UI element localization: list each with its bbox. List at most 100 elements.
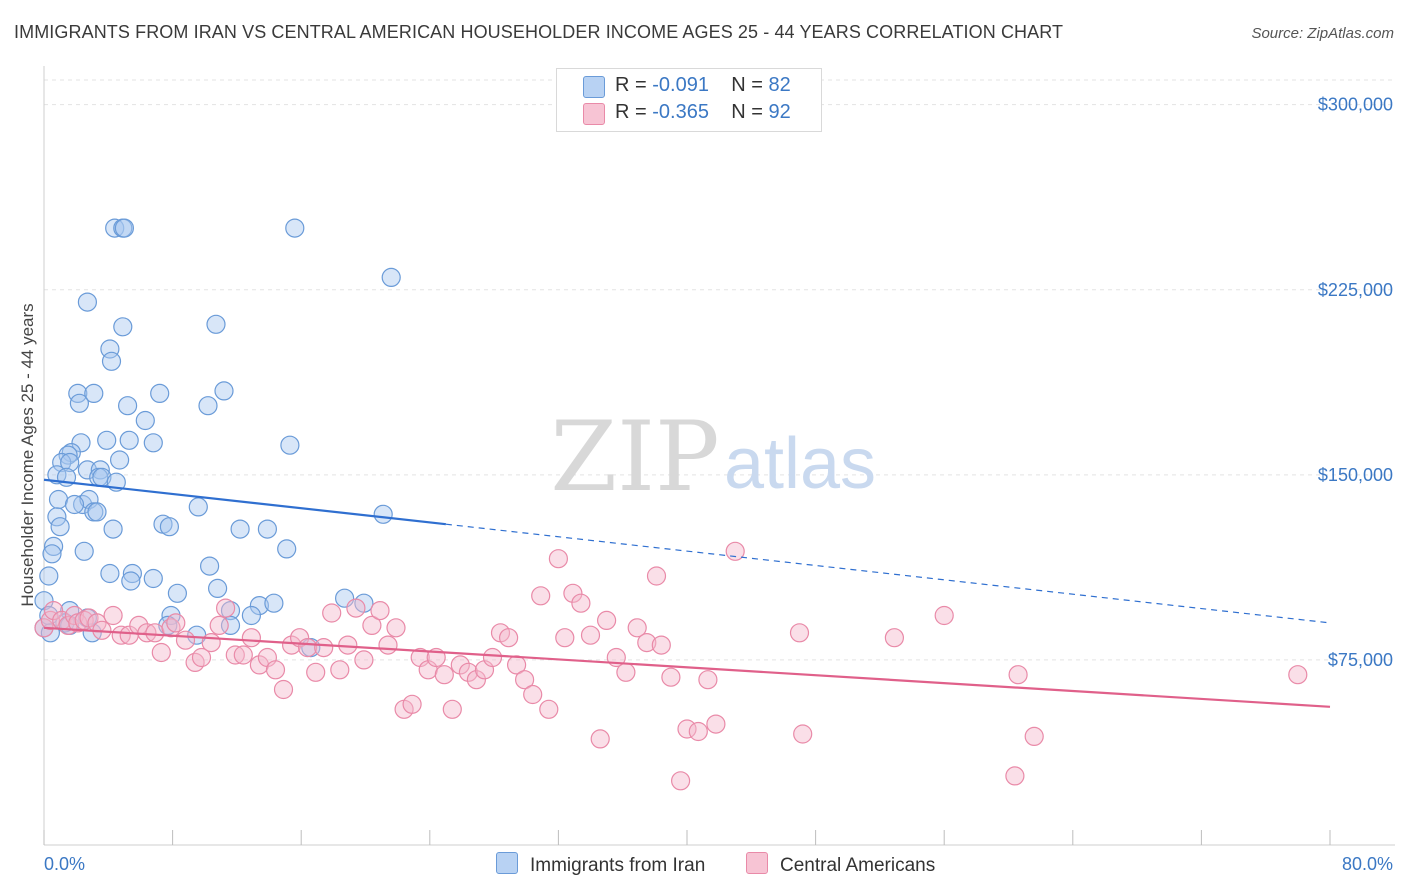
data-point-central-american bbox=[103, 605, 123, 626]
data-point-central-american bbox=[442, 699, 462, 719]
data-point-central-american bbox=[201, 632, 221, 653]
data-point-central-american bbox=[637, 632, 657, 653]
data-point-central-american bbox=[216, 598, 236, 618]
data-point-central-american bbox=[402, 694, 422, 714]
data-point-iran bbox=[208, 578, 228, 599]
data-point-iran bbox=[34, 591, 54, 611]
data-point-iran bbox=[381, 267, 401, 287]
chart-source: Source: ZipAtlas.com bbox=[1251, 25, 1394, 42]
data-point-iran bbox=[206, 314, 226, 334]
legend-r-value: -0.365 bbox=[652, 101, 709, 123]
series-central-american-points bbox=[34, 541, 1308, 791]
data-point-central-american bbox=[616, 662, 636, 682]
data-point-central-american bbox=[166, 613, 186, 633]
data-point-central-american bbox=[563, 583, 583, 603]
data-point-central-american bbox=[386, 618, 406, 638]
data-point-iran bbox=[50, 517, 70, 537]
data-point-central-american bbox=[233, 645, 253, 665]
data-point-central-american bbox=[670, 771, 691, 791]
y-tick-label: $225,000 bbox=[1318, 280, 1393, 300]
y-tick-labels: $75,000 $150,000 $225,000 $300,000 bbox=[1318, 95, 1393, 670]
data-point-iran bbox=[100, 339, 120, 359]
trend-lines bbox=[43, 478, 1331, 708]
data-point-central-american bbox=[346, 598, 366, 618]
trend-line-iran bbox=[43, 478, 446, 526]
data-point-central-american bbox=[651, 635, 671, 655]
data-point-central-american bbox=[499, 628, 519, 648]
data-point-iran bbox=[61, 443, 81, 463]
bottom-legend-central-americans: Central Americans bbox=[746, 852, 935, 877]
data-point-central-american bbox=[322, 603, 342, 623]
data-point-central-american bbox=[539, 699, 559, 719]
data-point-iran bbox=[69, 393, 90, 413]
data-point-central-american bbox=[314, 637, 334, 658]
data-point-central-american bbox=[191, 647, 212, 668]
legend-swatch-blue bbox=[583, 76, 605, 98]
data-point-central-american bbox=[514, 670, 535, 690]
data-point-iran bbox=[214, 381, 234, 401]
series-iran-points bbox=[34, 218, 401, 658]
data-point-central-american bbox=[531, 586, 551, 606]
watermark: ZIP atlas bbox=[550, 401, 876, 513]
chart-title: IMMIGRANTS FROM IRAN VS CENTRAL AMERICAN… bbox=[14, 22, 1064, 42]
data-point-iran bbox=[143, 568, 163, 589]
data-point-iran bbox=[280, 435, 300, 455]
data-point-central-american bbox=[646, 566, 667, 586]
trend-line-central-americans bbox=[43, 626, 1331, 708]
bottom-legend-label-central-americans: Central Americans bbox=[780, 855, 936, 876]
data-point-central-american bbox=[1288, 665, 1308, 685]
data-point-iran bbox=[249, 595, 269, 616]
data-point-iran bbox=[77, 292, 98, 312]
data-point-iran bbox=[74, 541, 94, 561]
data-point-central-american bbox=[688, 721, 708, 742]
data-point-central-american bbox=[482, 647, 503, 668]
legend-n-value: 82 bbox=[768, 74, 791, 96]
bottom-legend-swatch-blue bbox=[496, 852, 518, 874]
bottom-legend-swatch-pink bbox=[746, 852, 768, 874]
data-point-iran bbox=[230, 519, 250, 539]
data-point-central-american bbox=[555, 628, 575, 648]
watermark-atlas: atlas bbox=[724, 424, 876, 504]
data-point-central-american bbox=[145, 623, 165, 643]
y-tick-label: $150,000 bbox=[1318, 465, 1393, 485]
data-point-central-american bbox=[466, 670, 486, 690]
legend-r-label: R = bbox=[615, 101, 647, 123]
data-point-iran bbox=[285, 218, 305, 238]
data-point-iran bbox=[122, 563, 142, 584]
data-point-iran bbox=[113, 317, 133, 337]
data-point-central-american bbox=[354, 650, 374, 670]
data-point-central-american bbox=[661, 667, 681, 687]
axes bbox=[43, 66, 1395, 846]
data-point-central-american bbox=[265, 660, 286, 680]
data-point-central-american bbox=[175, 630, 196, 650]
data-point-iran bbox=[52, 452, 72, 473]
data-point-iran bbox=[257, 519, 277, 539]
data-point-central-american bbox=[548, 549, 569, 569]
data-point-central-american bbox=[706, 714, 726, 734]
legend-r-value: -0.091 bbox=[652, 74, 709, 96]
legend-n-value: 92 bbox=[768, 101, 791, 123]
data-point-iran bbox=[198, 396, 218, 416]
data-point-iran bbox=[109, 450, 130, 470]
data-point-iran bbox=[200, 556, 220, 576]
data-point-iran bbox=[42, 544, 62, 564]
data-point-central-american bbox=[151, 642, 171, 663]
data-point-central-american bbox=[884, 628, 905, 648]
stats-legend: R = -0.091 N = 82 R = -0.365 N = 92 bbox=[556, 68, 822, 132]
watermark-zip: ZIP bbox=[550, 401, 719, 513]
data-point-iran bbox=[43, 536, 64, 557]
data-point-iran bbox=[84, 383, 104, 403]
data-point-central-american bbox=[282, 635, 302, 655]
data-point-iran bbox=[220, 600, 241, 621]
data-point-central-american bbox=[450, 655, 470, 675]
data-point-central-american bbox=[370, 600, 390, 621]
data-point-central-american bbox=[458, 662, 478, 682]
data-point-iran bbox=[68, 383, 88, 403]
data-point-iran bbox=[167, 583, 187, 603]
data-point-central-american bbox=[298, 637, 318, 658]
data-point-central-american bbox=[580, 625, 601, 645]
data-point-iran bbox=[60, 452, 80, 473]
data-point-central-american bbox=[571, 593, 591, 613]
x-tick-label-max: 80.0% bbox=[1342, 854, 1393, 874]
data-point-iran bbox=[105, 218, 125, 238]
